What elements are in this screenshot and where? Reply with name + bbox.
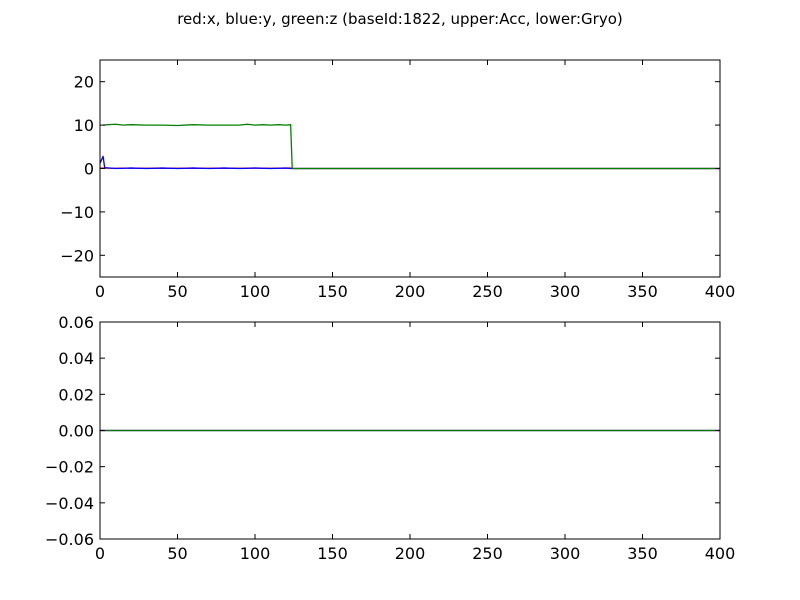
x-tick-label: 0	[95, 282, 105, 301]
y-tick-label: 0.06	[58, 313, 94, 332]
y-tick-label: 0.00	[58, 422, 94, 441]
x-tick-label: 200	[395, 544, 426, 563]
x-tick-label: 400	[705, 282, 736, 301]
x-tick-label: 150	[317, 282, 348, 301]
z-series-line	[103, 123, 720, 170]
y-tick-label: 0.02	[58, 385, 94, 404]
x-tick-label: 350	[627, 544, 658, 563]
y-tick-label: 0.04	[58, 349, 94, 368]
x-tick-label: 300	[550, 544, 581, 563]
x-tick-label: 300	[550, 282, 581, 301]
y-tick-label: 10	[74, 116, 94, 135]
x-tick-label: 50	[167, 544, 187, 563]
x-tick-label: 350	[627, 282, 658, 301]
x-tick-label: 0	[95, 544, 105, 563]
x-tick-label: 400	[705, 544, 736, 563]
lower-gryo-plot: 0 50 100 150 200 250 300 350 400 0.06 0.04 0.02 0.00…	[45, 313, 735, 563]
y-tick-label: 20	[74, 73, 94, 92]
y-tick-label: −0.04	[45, 494, 94, 513]
y-tick-label: −0.02	[45, 458, 94, 477]
y-tick-label: −10	[60, 203, 94, 222]
x-tick-label: 250	[472, 282, 503, 301]
x-tick-label: 50	[167, 282, 187, 301]
x-tick-label: 150	[317, 544, 348, 563]
y-tick-label: −20	[60, 246, 94, 265]
x-tick-label: 100	[240, 544, 271, 563]
series-group	[100, 123, 720, 170]
y-tick-label: −0.06	[45, 530, 94, 549]
x-tick-label: 200	[395, 282, 426, 301]
x-tick-label: 250	[472, 544, 503, 563]
x-tick-label: 100	[240, 282, 271, 301]
y-series-line	[100, 155, 720, 170]
figure-title: red:x, blue:y, green:z (baseId:1822, upp…	[177, 10, 623, 28]
y-tick-label: 0	[84, 160, 94, 179]
